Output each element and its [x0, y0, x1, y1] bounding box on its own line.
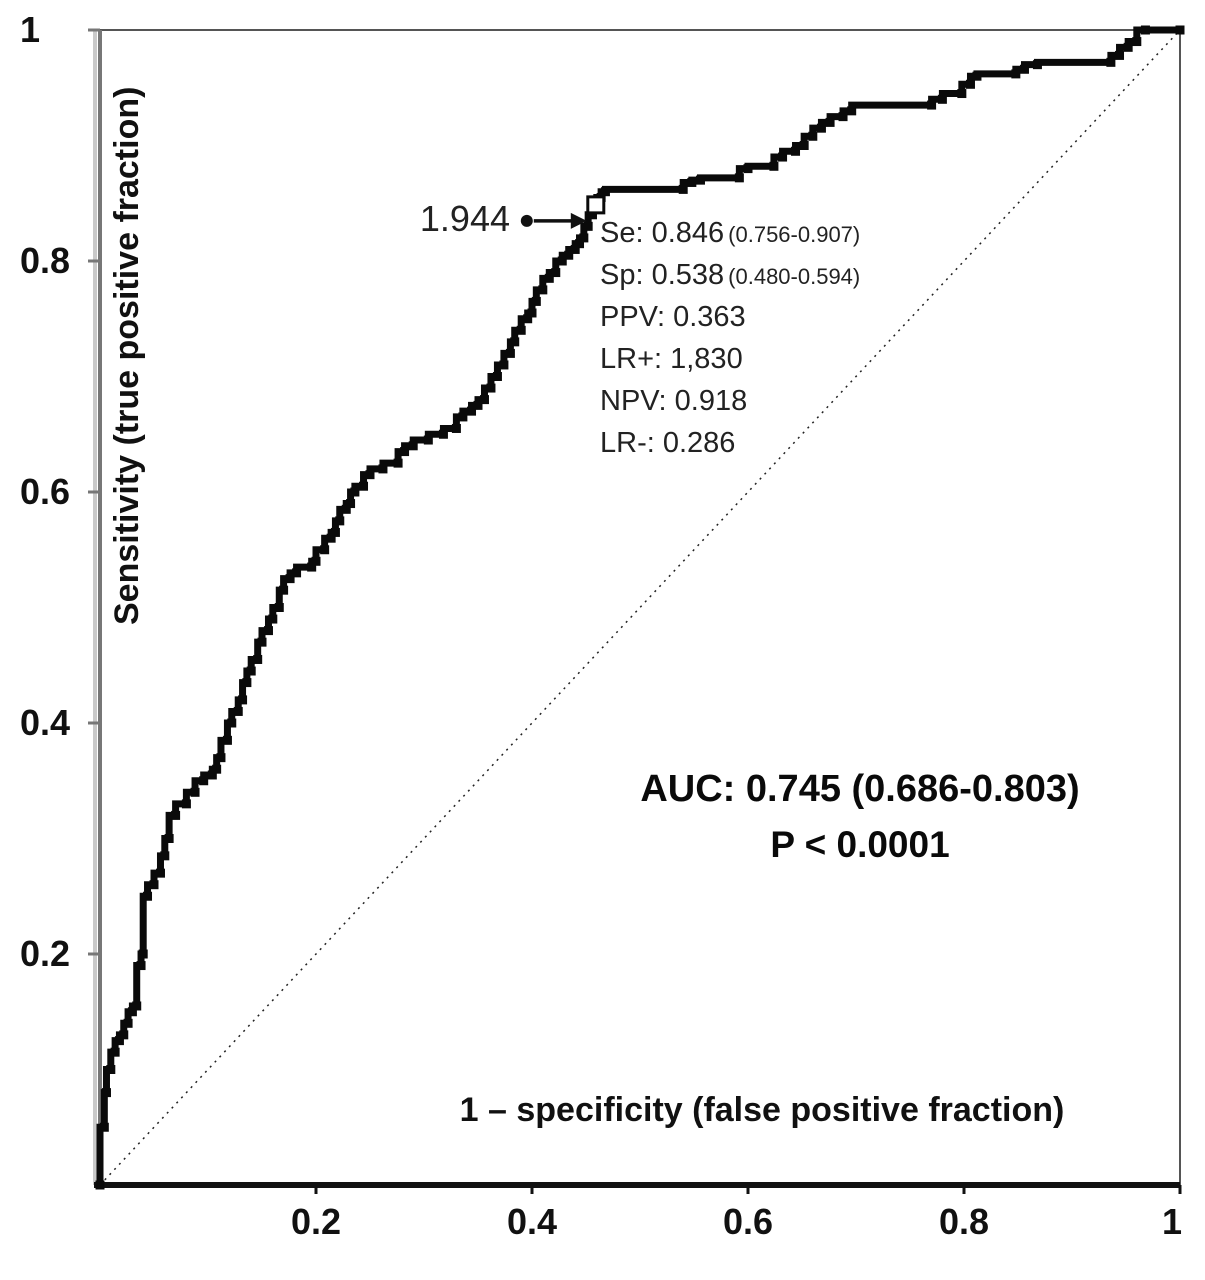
y-tick-label: 0.4: [20, 702, 71, 743]
stat-value: NPV: 0.918: [600, 385, 748, 417]
stat-line-lr-minus: LR-: 0.286: [600, 422, 1020, 464]
stat-value: Sp: 0.538: [600, 259, 725, 291]
stat-value: LR-: 0.286: [600, 427, 736, 459]
p-value-text: P < 0.0001: [770, 824, 950, 865]
auc-annotation-block: AUC: 0.745 (0.686-0.803) P < 0.0001: [520, 765, 1200, 869]
x-tick-label: 1: [1161, 1201, 1183, 1242]
stat-value: PPV: 0.363: [600, 301, 746, 333]
stat-line-ppv: PPV: 0.363: [600, 296, 1020, 338]
x-axis-label: 1 – specificity (false positive fraction…: [459, 1091, 1065, 1129]
y-tick-label: 0.8: [20, 240, 71, 281]
x-tick-label: 0.6: [722, 1201, 774, 1242]
y-tick-label: 0.6: [20, 471, 71, 512]
stat-line-npv: NPV: 0.918: [600, 380, 1020, 422]
y-axis-label: Sensitivity (true positive fraction): [108, 86, 146, 626]
stat-confidence-interval: (0.756-0.907): [728, 222, 861, 247]
stat-line-sensitivity: Se: 0.846 (0.756-0.907): [600, 212, 1020, 254]
stat-value: LR+: 1,830: [600, 343, 743, 375]
y-tick-label: 0.2: [20, 933, 71, 974]
x-tick-label: 0.2: [290, 1201, 342, 1242]
stat-line-specificity: Sp: 0.538 (0.480-0.594): [600, 254, 1020, 296]
stat-confidence-interval: (0.480-0.594): [728, 264, 861, 289]
cutoff-value-annotation: 1.944: [419, 198, 510, 239]
x-tick-label: 0.4: [506, 1201, 558, 1242]
stat-value: Se: 0.846: [600, 217, 725, 249]
cutoff-stats-block: Se: 0.846 (0.756-0.907) Sp: 0.538 (0.480-0…: [600, 212, 1020, 464]
auc-value-text: AUC: 0.745 (0.686-0.803): [640, 768, 1080, 810]
x-tick-label: 0.8: [938, 1201, 990, 1242]
stat-line-lr-plus: LR+: 1,830: [600, 338, 1020, 380]
y-tick-label: 1: [20, 9, 41, 50]
